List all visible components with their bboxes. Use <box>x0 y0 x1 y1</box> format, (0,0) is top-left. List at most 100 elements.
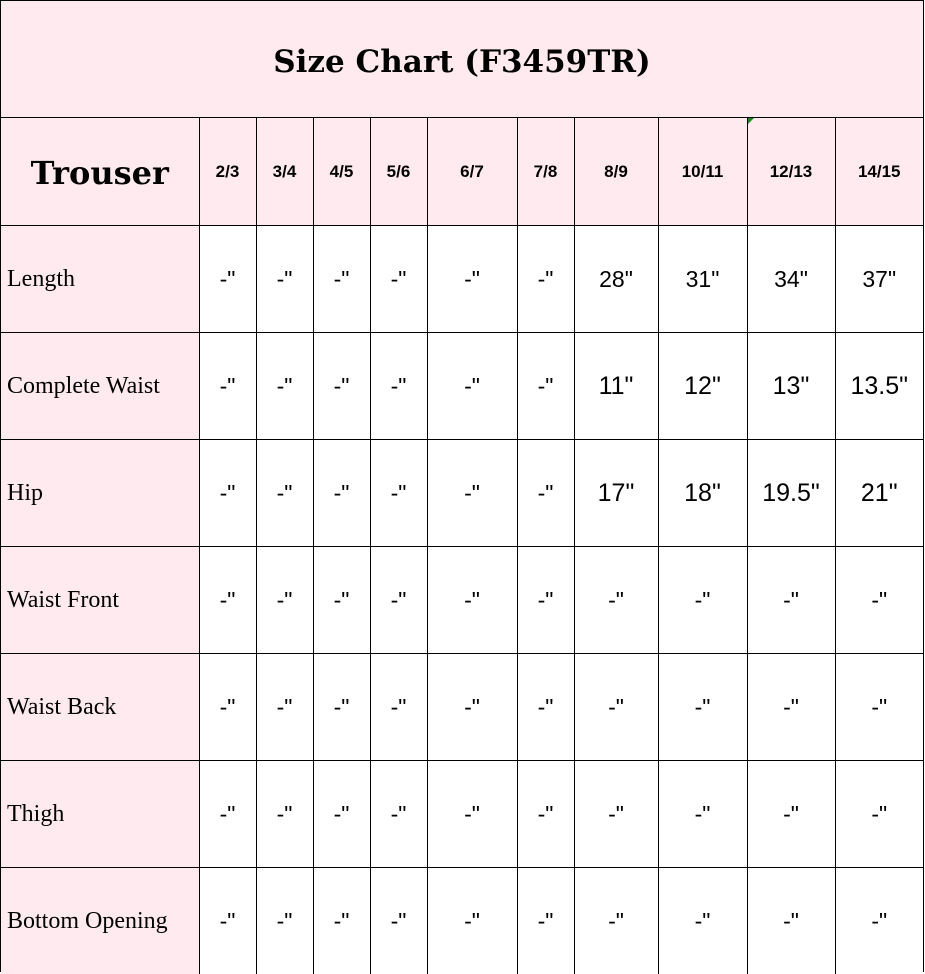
table-row: Thigh-"-"-"-"-"-"-"-"-"-" <box>1 761 923 868</box>
measurement-value: 19.5" <box>747 440 835 547</box>
measurement-value: -" <box>427 547 517 654</box>
table-row: Bottom Opening-"-"-"-"-"-"-"-"-"-" <box>1 868 923 974</box>
measurement-value: -" <box>835 761 923 868</box>
measurement-value: -" <box>517 333 574 440</box>
measurement-value: -" <box>199 440 256 547</box>
measurement-label: Complete Waist <box>1 333 199 440</box>
measurement-value: -" <box>517 547 574 654</box>
measurement-value: -" <box>517 654 574 761</box>
measurement-value: -" <box>256 333 313 440</box>
measurement-value: -" <box>747 868 835 974</box>
measurement-value: 21" <box>835 440 923 547</box>
measurement-value: -" <box>313 226 370 333</box>
measurement-value: -" <box>199 761 256 868</box>
measurement-value: -" <box>313 547 370 654</box>
measurement-value: -" <box>517 226 574 333</box>
table-row: Complete Waist-"-"-"-"-"-"11"12"13"13.5" <box>1 333 923 440</box>
measurement-value: -" <box>256 547 313 654</box>
measurement-value: -" <box>747 547 835 654</box>
measurement-value: -" <box>658 761 747 868</box>
measurement-value: -" <box>370 761 427 868</box>
measurement-value: -" <box>427 440 517 547</box>
measurement-value: 18" <box>658 440 747 547</box>
garment-label: Trouser <box>1 118 199 226</box>
measurement-value: 28" <box>574 226 658 333</box>
size-header: 4/5 <box>313 118 370 226</box>
chart-title: Size Chart (F3459TR) <box>1 1 923 118</box>
measurement-value: -" <box>658 868 747 974</box>
measurement-value: -" <box>658 547 747 654</box>
measurement-value: -" <box>199 654 256 761</box>
measurement-value: -" <box>370 547 427 654</box>
measurement-value: 37" <box>835 226 923 333</box>
size-header: 8/9 <box>574 118 658 226</box>
measurement-value: -" <box>835 654 923 761</box>
measurement-value: 34" <box>747 226 835 333</box>
measurement-label: Waist Back <box>1 654 199 761</box>
measurement-label: Thigh <box>1 761 199 868</box>
measurement-value: -" <box>835 547 923 654</box>
measurement-value: -" <box>517 761 574 868</box>
measurement-value: -" <box>370 440 427 547</box>
measurement-label: Bottom Opening <box>1 868 199 974</box>
size-header: 7/8 <box>517 118 574 226</box>
measurement-value: 13.5" <box>835 333 923 440</box>
measurement-value: -" <box>574 761 658 868</box>
measurement-value: -" <box>313 333 370 440</box>
measurement-value: 17" <box>574 440 658 547</box>
measurement-value: -" <box>574 868 658 974</box>
size-header: 14/15 <box>835 118 923 226</box>
table-row: Waist Front-"-"-"-"-"-"-"-"-"-" <box>1 547 923 654</box>
measurement-value: -" <box>658 654 747 761</box>
measurement-value: 31" <box>658 226 747 333</box>
measurement-value: -" <box>256 440 313 547</box>
measurement-label: Waist Front <box>1 547 199 654</box>
measurement-label: Length <box>1 226 199 333</box>
size-header: 12/13 <box>747 118 835 226</box>
measurement-value: -" <box>370 654 427 761</box>
measurement-value: -" <box>370 226 427 333</box>
measurement-value: -" <box>199 226 256 333</box>
measurement-value: -" <box>574 547 658 654</box>
measurement-value: -" <box>256 226 313 333</box>
measurement-value: -" <box>427 654 517 761</box>
measurement-value: -" <box>256 868 313 974</box>
measurement-value: -" <box>313 868 370 974</box>
measurement-value: -" <box>835 868 923 974</box>
measurement-value: -" <box>370 333 427 440</box>
measurement-value: -" <box>427 761 517 868</box>
measurement-value: -" <box>313 440 370 547</box>
measurement-value: 13" <box>747 333 835 440</box>
size-header: 6/7 <box>427 118 517 226</box>
measurement-value: -" <box>427 868 517 974</box>
measurement-value: -" <box>256 654 313 761</box>
table-row: Hip-"-"-"-"-"-"17"18"19.5"21" <box>1 440 923 547</box>
measurement-value: -" <box>517 440 574 547</box>
measurement-value: -" <box>427 226 517 333</box>
measurement-value: 11" <box>574 333 658 440</box>
comment-indicator-icon <box>748 118 754 124</box>
measurement-value: -" <box>256 761 313 868</box>
measurement-value: -" <box>747 654 835 761</box>
measurement-label: Hip <box>1 440 199 547</box>
measurement-value: -" <box>313 761 370 868</box>
size-header: 5/6 <box>370 118 427 226</box>
measurement-value: -" <box>517 868 574 974</box>
measurement-value: -" <box>370 868 427 974</box>
measurement-value: -" <box>574 654 658 761</box>
measurement-value: -" <box>427 333 517 440</box>
size-header: 2/3 <box>199 118 256 226</box>
size-header: 3/4 <box>256 118 313 226</box>
measurement-value: 12" <box>658 333 747 440</box>
measurement-value: -" <box>199 868 256 974</box>
table-row: Length-"-"-"-"-"-"28"31"34"37" <box>1 226 923 333</box>
measurement-value: -" <box>199 333 256 440</box>
measurement-value: -" <box>199 547 256 654</box>
measurement-value: -" <box>747 761 835 868</box>
measurement-value: -" <box>313 654 370 761</box>
size-header: 10/11 <box>658 118 747 226</box>
table-row: Waist Back-"-"-"-"-"-"-"-"-"-" <box>1 654 923 761</box>
